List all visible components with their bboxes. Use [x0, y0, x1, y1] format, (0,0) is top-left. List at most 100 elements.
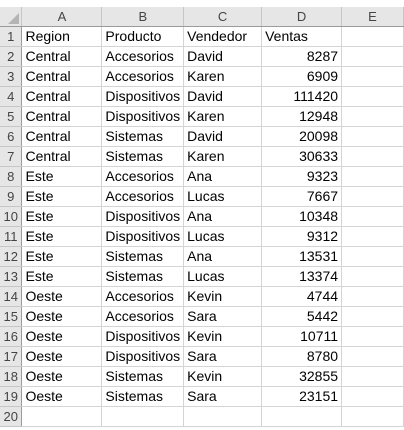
- cell-b3[interactable]: Accesorios: [101, 66, 185, 87]
- cell-e11[interactable]: [341, 226, 404, 247]
- cell-d13[interactable]: 13374: [261, 266, 343, 287]
- row-header-18[interactable]: 18: [0, 366, 23, 387]
- cell-b1[interactable]: Producto: [101, 26, 185, 47]
- cell-c2[interactable]: David: [183, 46, 263, 67]
- cell-c19[interactable]: Sara: [183, 386, 263, 407]
- cell-d15[interactable]: 5442: [261, 306, 343, 327]
- cell-a10[interactable]: Este: [21, 206, 103, 227]
- cell-d6[interactable]: 20098: [261, 126, 343, 147]
- cell-e1[interactable]: [341, 26, 404, 47]
- cell-a5[interactable]: Central: [21, 106, 103, 127]
- cell-b5[interactable]: Dispositivos: [101, 106, 185, 127]
- cell-b10[interactable]: Dispositivos: [101, 206, 185, 227]
- cell-a6[interactable]: Central: [21, 126, 103, 147]
- cell-d7[interactable]: 30633: [261, 146, 343, 167]
- cell-c13[interactable]: Lucas: [183, 266, 263, 287]
- cell-d1[interactable]: Ventas: [261, 26, 343, 47]
- cell-b19[interactable]: Sistemas: [101, 386, 185, 407]
- row-header-3[interactable]: 3: [0, 66, 23, 87]
- cell-c16[interactable]: Kevin: [183, 326, 263, 347]
- cell-d14[interactable]: 4744: [261, 286, 343, 307]
- row-header-17[interactable]: 17: [0, 346, 23, 367]
- row-header-19[interactable]: 19: [0, 386, 23, 407]
- cell-e18[interactable]: [341, 366, 404, 387]
- row-header-11[interactable]: 11: [0, 226, 23, 247]
- cell-d5[interactable]: 12948: [261, 106, 343, 127]
- column-header-a[interactable]: A: [21, 7, 103, 27]
- cell-c10[interactable]: Ana: [183, 206, 263, 227]
- row-header-12[interactable]: 12: [0, 246, 23, 267]
- cell-c4[interactable]: David: [183, 86, 263, 107]
- cell-c18[interactable]: Kevin: [183, 366, 263, 387]
- cell-a2[interactable]: Central: [21, 46, 103, 67]
- cell-a9[interactable]: Este: [21, 186, 103, 207]
- cell-a19[interactable]: Oeste: [21, 386, 103, 407]
- cell-b11[interactable]: Dispositivos: [101, 226, 185, 247]
- cell-a18[interactable]: Oeste: [21, 366, 103, 387]
- cell-b20[interactable]: [101, 406, 185, 427]
- cell-c3[interactable]: Karen: [183, 66, 263, 87]
- row-header-6[interactable]: 6: [0, 126, 23, 147]
- cell-c1[interactable]: Vendedor: [183, 26, 263, 47]
- cell-e9[interactable]: [341, 186, 404, 207]
- column-header-b[interactable]: B: [101, 7, 185, 27]
- cell-a17[interactable]: Oeste: [21, 346, 103, 367]
- row-header-14[interactable]: 14: [0, 286, 23, 307]
- cell-e7[interactable]: [341, 146, 404, 167]
- cell-e13[interactable]: [341, 266, 404, 287]
- column-header-c[interactable]: C: [183, 7, 263, 27]
- cell-d17[interactable]: 8780: [261, 346, 343, 367]
- cell-a11[interactable]: Este: [21, 226, 103, 247]
- cell-b2[interactable]: Accesorios: [101, 46, 185, 67]
- cell-e2[interactable]: [341, 46, 404, 67]
- row-header-7[interactable]: 7: [0, 146, 23, 167]
- cell-d3[interactable]: 6909: [261, 66, 343, 87]
- cell-a15[interactable]: Oeste: [21, 306, 103, 327]
- cell-e10[interactable]: [341, 206, 404, 227]
- cell-a14[interactable]: Oeste: [21, 286, 103, 307]
- cell-a8[interactable]: Este: [21, 166, 103, 187]
- cell-b9[interactable]: Accesorios: [101, 186, 185, 207]
- cell-d4[interactable]: 111420: [261, 86, 343, 107]
- cell-c12[interactable]: Ana: [183, 246, 263, 267]
- cell-c6[interactable]: David: [183, 126, 263, 147]
- cell-e6[interactable]: [341, 126, 404, 147]
- row-header-1[interactable]: 1: [0, 26, 23, 47]
- cell-d20[interactable]: [261, 406, 343, 427]
- cell-b15[interactable]: Accesorios: [101, 306, 185, 327]
- cell-e4[interactable]: [341, 86, 404, 107]
- cell-c8[interactable]: Ana: [183, 166, 263, 187]
- cell-d2[interactable]: 8287: [261, 46, 343, 67]
- row-header-15[interactable]: 15: [0, 306, 23, 327]
- cell-d9[interactable]: 7667: [261, 186, 343, 207]
- cell-c9[interactable]: Lucas: [183, 186, 263, 207]
- cell-d8[interactable]: 9323: [261, 166, 343, 187]
- cell-e12[interactable]: [341, 246, 404, 267]
- cell-c14[interactable]: Kevin: [183, 286, 263, 307]
- cell-b4[interactable]: Dispositivos: [101, 86, 185, 107]
- select-all-corner[interactable]: [0, 7, 23, 27]
- cell-b7[interactable]: Sistemas: [101, 146, 185, 167]
- cell-b6[interactable]: Sistemas: [101, 126, 185, 147]
- row-header-9[interactable]: 9: [0, 186, 23, 207]
- row-header-13[interactable]: 13: [0, 266, 23, 287]
- cell-a4[interactable]: Central: [21, 86, 103, 107]
- cell-a12[interactable]: Este: [21, 246, 103, 267]
- cell-d19[interactable]: 23151: [261, 386, 343, 407]
- row-header-8[interactable]: 8: [0, 166, 23, 187]
- cell-d10[interactable]: 10348: [261, 206, 343, 227]
- row-header-10[interactable]: 10: [0, 206, 23, 227]
- cell-b17[interactable]: Dispositivos: [101, 346, 185, 367]
- cell-e14[interactable]: [341, 286, 404, 307]
- cell-d12[interactable]: 13531: [261, 246, 343, 267]
- cell-b13[interactable]: Sistemas: [101, 266, 185, 287]
- cell-c15[interactable]: Sara: [183, 306, 263, 327]
- cell-a1[interactable]: Region: [21, 26, 103, 47]
- cell-a13[interactable]: Este: [21, 266, 103, 287]
- column-header-d[interactable]: D: [261, 7, 343, 27]
- cell-c11[interactable]: Lucas: [183, 226, 263, 247]
- cell-b18[interactable]: Sistemas: [101, 366, 185, 387]
- cell-c5[interactable]: Karen: [183, 106, 263, 127]
- row-header-4[interactable]: 4: [0, 86, 23, 107]
- cell-e15[interactable]: [341, 306, 404, 327]
